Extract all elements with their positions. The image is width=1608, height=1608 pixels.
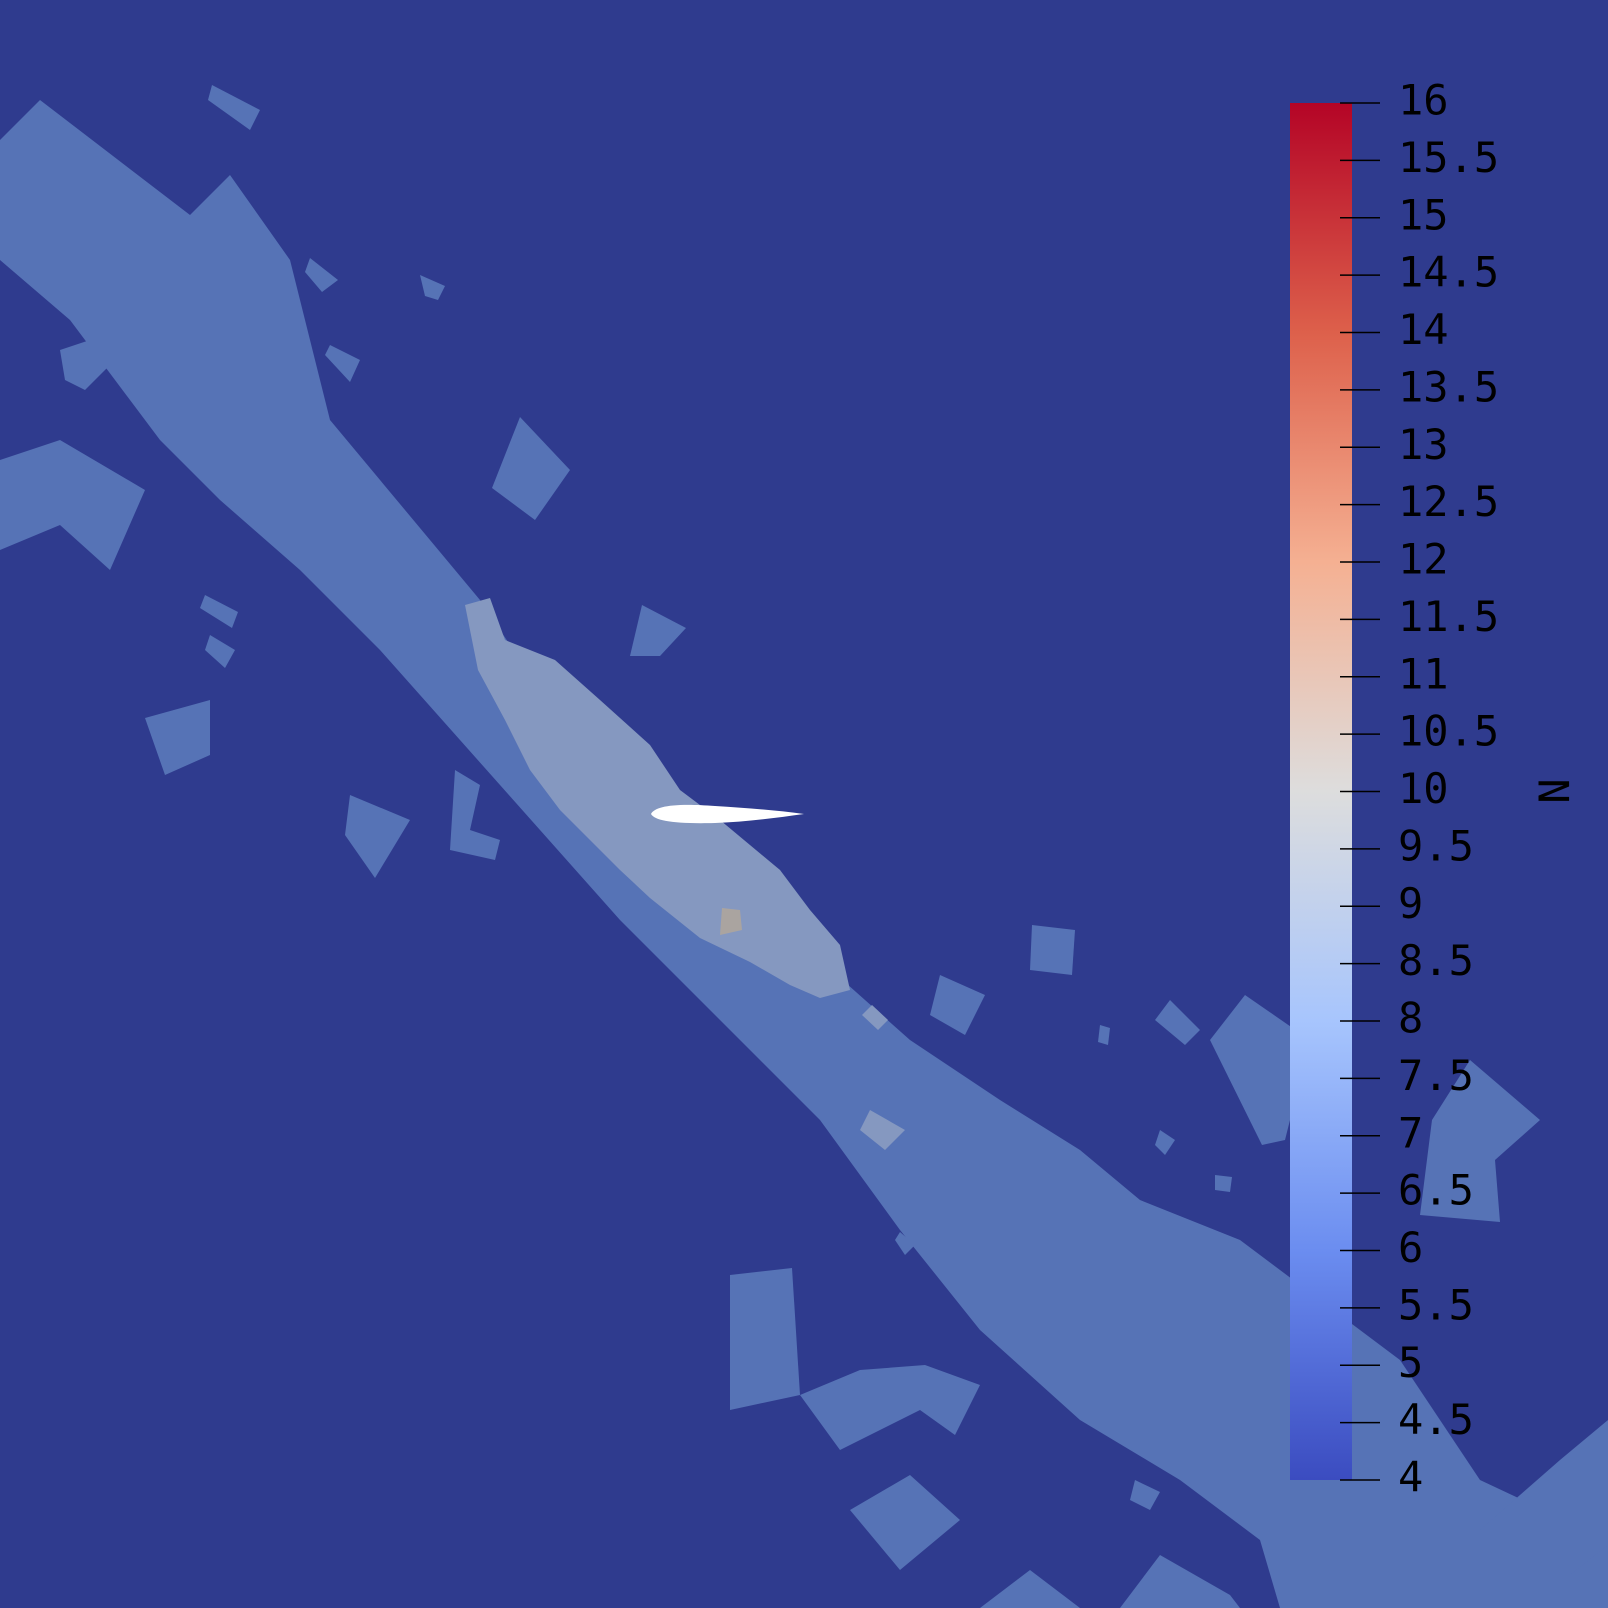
wake-patch: [200, 595, 238, 628]
hot-spot: [720, 908, 742, 935]
colorbar-tick-label: 10.5: [1398, 707, 1499, 756]
wake-patch: [345, 795, 410, 878]
colorbar-title: N: [1529, 778, 1578, 803]
wake-region-inner: [465, 598, 905, 1150]
colorbar-tick-label: 12.5: [1398, 477, 1499, 526]
wake-patch: [420, 275, 445, 300]
wake-patch: [1420, 1060, 1540, 1222]
colorbar-tick-label: 5: [1398, 1338, 1423, 1387]
wake-patch: [1210, 995, 1310, 1145]
colorbar-tick-label: 4: [1398, 1453, 1423, 1502]
wake-patch: [1155, 1000, 1200, 1045]
colorbar-tick-label: 13: [1398, 420, 1449, 469]
colorbar-tick-label: 13.5: [1398, 362, 1499, 411]
wake-patch: [1098, 1025, 1110, 1045]
wake-patch: [1130, 1480, 1160, 1510]
wake-patch: [730, 1268, 800, 1410]
wake-patch: [1215, 1175, 1232, 1192]
wake-patch: [800, 1365, 980, 1450]
wake-patch: [1155, 1130, 1175, 1155]
wake-patch: [60, 340, 110, 390]
wake-patch: [145, 700, 210, 775]
colorbar-tick-label: 12: [1398, 535, 1449, 584]
wake-patch: [492, 417, 570, 520]
wake-patch: [850, 1475, 960, 1570]
wake-patch: [930, 975, 985, 1035]
colorbar-tick-label: 8.5: [1398, 936, 1474, 985]
wake-core-spot: [860, 1110, 905, 1150]
colorbar-tick-label: 7.5: [1398, 1051, 1474, 1100]
wake-patch: [208, 85, 260, 130]
colorbar-tick-label: 15: [1398, 190, 1449, 239]
colorbar-tick-label: 4.5: [1398, 1395, 1474, 1444]
wake-patch: [325, 345, 360, 382]
wake-patch: [1120, 1555, 1240, 1608]
wake-patch: [895, 1232, 915, 1255]
colorbar-tick-label: 10: [1398, 764, 1449, 813]
wake-patch: [1480, 1420, 1608, 1575]
wake-patch: [305, 258, 338, 292]
colorbar-tick-label: 16: [1398, 76, 1449, 125]
colorbar-tick-label: 15.5: [1398, 133, 1499, 182]
wake-patch: [450, 770, 500, 860]
colorbar-tick-label: 6: [1398, 1223, 1423, 1272]
wake-patch: [1030, 925, 1075, 975]
wake-patch: [0, 440, 145, 570]
colorbar-tick-label: 9: [1398, 879, 1423, 928]
wake-region-outer: [0, 85, 1608, 1608]
colorbar-tick-label: 8: [1398, 994, 1423, 1043]
wake-patch: [205, 635, 235, 668]
wake-patch: [980, 1570, 1080, 1608]
wake-band-main: [0, 100, 1608, 1608]
colorbar-tick-label: 14.5: [1398, 248, 1499, 297]
wake-core: [465, 598, 850, 998]
colorbar-tick-label: 14: [1398, 305, 1449, 354]
colorbar-tick-label: 9.5: [1398, 821, 1474, 870]
colorbar: 16 15.5 15 14.5 14 13.5 13 12.5 12 11.5 11 10.5 10 9.…: [1290, 76, 1578, 1502]
colorbar-ticks: 16 15.5 15 14.5 14 13.5 13 12.5 12 11.5 11 10.5 10 9.…: [1340, 76, 1499, 1502]
colorbar-tick-label: 7: [1398, 1108, 1423, 1157]
colorbar-tick-label: 5.5: [1398, 1280, 1474, 1329]
colorbar-tick-label: 6.5: [1398, 1166, 1474, 1215]
colorbar-tick-label: 11.5: [1398, 592, 1499, 641]
airfoil: [651, 804, 804, 824]
wake-patch: [630, 605, 686, 656]
wake-core-spot: [862, 1005, 888, 1030]
colorbar-tick-label: 11: [1398, 649, 1449, 698]
